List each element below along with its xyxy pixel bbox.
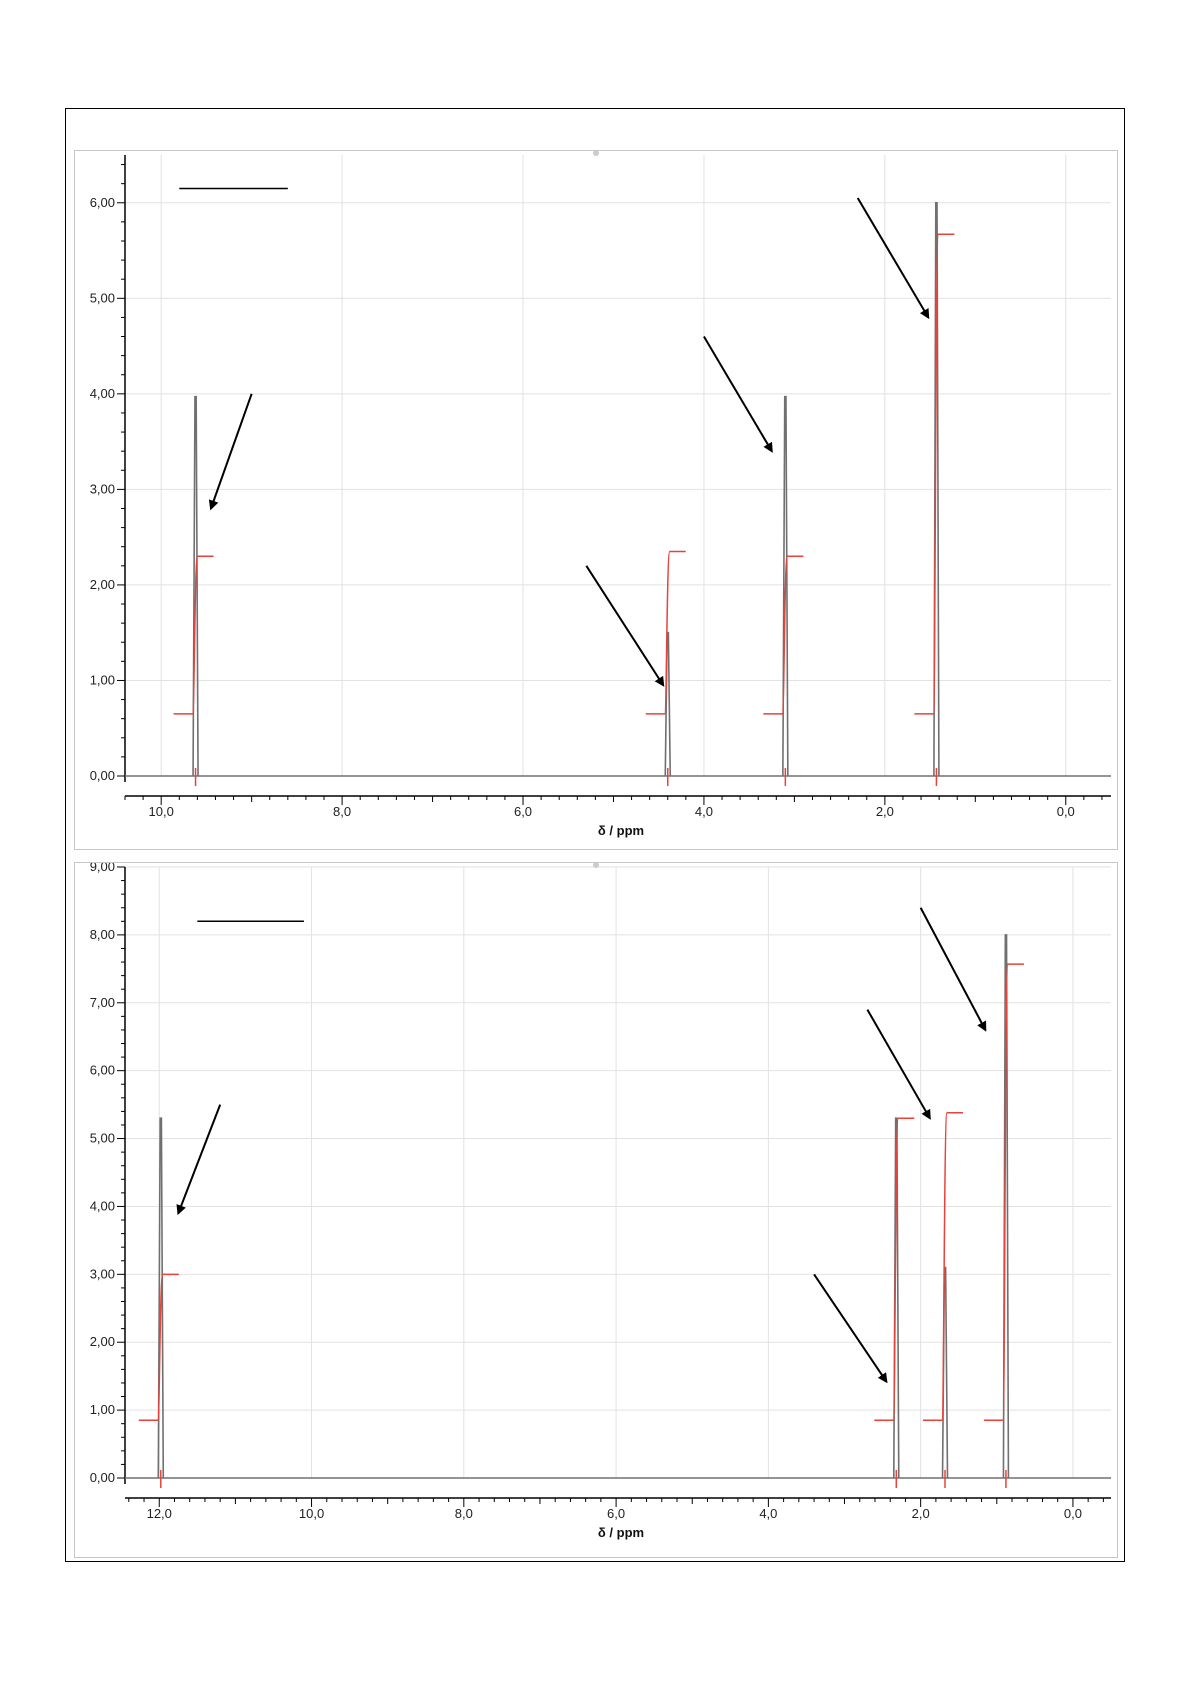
annotation-arrow <box>208 393 253 511</box>
y-tick-label: 3,00 <box>90 481 115 496</box>
y-tick-label: 9,00 <box>90 863 115 874</box>
x-tick-label: 6,0 <box>514 804 532 819</box>
nmr-spectrum-1: 0,00 1,00 2,00 3,00 4,00 5,00 6,00 10,0 8,0 6,0 4,… <box>90 151 1111 838</box>
x-tick-label: 12,0 <box>147 1506 172 1521</box>
resize-handle <box>593 151 599 156</box>
annotation-arrow <box>703 336 773 453</box>
spectrum-peak <box>782 395 789 777</box>
annotation-arrow <box>856 197 930 320</box>
nmr-spectrum-2: 0,00 1,00 2,00 3,00 4,00 5,00 6,00 7,00 8,00 9,00… <box>90 863 1111 1540</box>
annotation-arrow <box>176 1104 222 1216</box>
x-tick-label: 4,0 <box>695 804 713 819</box>
spectrum-peak <box>192 395 199 777</box>
y-tick-label: 7,00 <box>90 995 115 1010</box>
y-tick-label: 4,00 <box>90 386 115 401</box>
y-tick-label: 4,00 <box>90 1198 115 1213</box>
x-tick-label: 6,0 <box>607 1506 625 1521</box>
integral-curve <box>923 1112 964 1422</box>
x-axis-title: δ / ppm <box>598 823 644 838</box>
y-tick-label: 0,00 <box>90 1470 115 1485</box>
x-axis-title: δ / ppm <box>598 1525 644 1540</box>
y-tick-label: 8,00 <box>90 927 115 942</box>
resize-handle <box>593 863 599 868</box>
integral-curve <box>874 1117 915 1422</box>
x-tick-label: 4,0 <box>759 1506 777 1521</box>
integral-curve <box>983 963 1024 1422</box>
spectrum-panel-2: 0,00 1,00 2,00 3,00 4,00 5,00 6,00 7,00 8,00 9,00… <box>74 862 1118 1558</box>
y-tick-label: 1,00 <box>90 672 115 687</box>
integral-curve <box>914 233 955 715</box>
y-tick-label: 6,00 <box>90 1063 115 1078</box>
integral-curve <box>645 550 686 715</box>
x-tick-label: 0,0 <box>1064 1506 1082 1521</box>
annotation-arrow <box>919 907 987 1032</box>
y-tick-label: 6,00 <box>90 195 115 210</box>
x-tick-label: 10,0 <box>299 1506 324 1521</box>
x-tick-label: 10,0 <box>149 804 174 819</box>
y-tick-label: 5,00 <box>90 290 115 305</box>
page-frame <box>65 108 1125 1562</box>
integral-curve <box>173 555 214 715</box>
y-tick-label: 3,00 <box>90 1266 115 1281</box>
annotation-arrow <box>813 1273 888 1384</box>
y-tick-label: 5,00 <box>90 1131 115 1146</box>
x-tick-label: 2,0 <box>876 804 894 819</box>
y-tick-label: 2,00 <box>90 577 115 592</box>
x-tick-label: 8,0 <box>455 1506 473 1521</box>
spectrum-peak <box>157 1117 165 1479</box>
y-tick-label: 0,00 <box>90 768 115 783</box>
integral-curve <box>763 555 804 715</box>
annotation-arrow <box>866 1009 931 1120</box>
x-tick-label: 8,0 <box>333 804 351 819</box>
x-tick-label: 2,0 <box>912 1506 930 1521</box>
y-tick-label: 1,00 <box>90 1402 115 1417</box>
annotation-arrow <box>585 565 665 687</box>
spectrum-panel-1: 0,00 1,00 2,00 3,00 4,00 5,00 6,00 10,0 8,0 6,0 4,… <box>74 150 1118 850</box>
y-tick-label: 2,00 <box>90 1334 115 1349</box>
integral-curve <box>138 1273 179 1422</box>
spectrum-peak <box>664 631 672 777</box>
x-tick-label: 0,0 <box>1057 804 1075 819</box>
